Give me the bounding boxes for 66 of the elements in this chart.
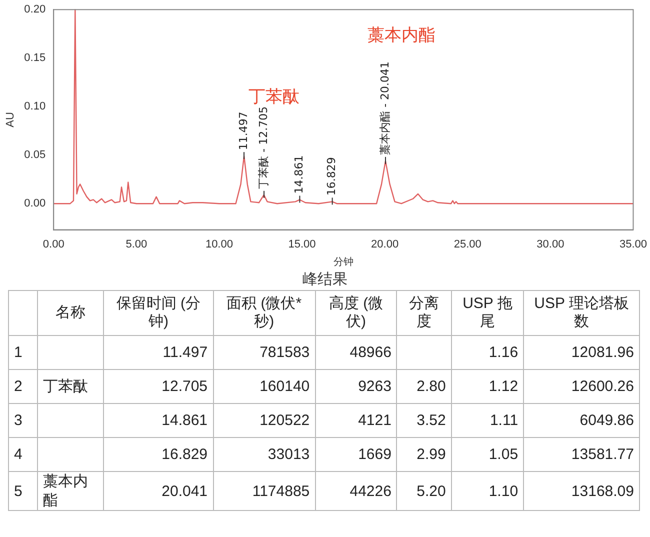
text: 藁本内酯 [38, 472, 104, 510]
text: 6049.86 [524, 404, 640, 438]
text: 781583 [213, 336, 316, 370]
text: 14.861 [104, 404, 214, 438]
text: 13168.09 [524, 472, 640, 510]
y-tick-label: 0.15 [24, 52, 46, 64]
text: 33013 [213, 438, 316, 472]
x-tick-label: 5.00 [126, 238, 148, 250]
text: 1669 [315, 438, 397, 472]
y-tick-label: 0.00 [24, 198, 46, 210]
y-tick-label: 0.20 [24, 4, 46, 16]
text: 4 [8, 438, 38, 472]
text: 高度 (微伏) [315, 290, 397, 336]
text: 1.05 [451, 438, 524, 472]
text: 3.52 [396, 404, 452, 438]
text: 9263 [315, 370, 397, 404]
text: 分离度 [396, 290, 452, 336]
text: 2.99 [396, 438, 452, 472]
text: 48966 [315, 336, 397, 370]
text: 1.12 [451, 370, 524, 404]
text: 面积 (微伏*秒) [213, 290, 316, 336]
annotation: 丁苯酞 [248, 87, 300, 108]
x-axis-title: 分钟 [333, 256, 354, 268]
x-tick-label: 10.00 [205, 238, 233, 250]
x-tick-label: 35.00 [619, 238, 647, 250]
text: 1.16 [451, 336, 524, 370]
text: 2.80 [396, 370, 452, 404]
text: 1174885 [213, 472, 316, 510]
y-axis-title: AU [4, 112, 17, 128]
annotation: 藁本内酯 - 20.041 [378, 61, 392, 155]
text: 12600.26 [524, 370, 640, 404]
text: 20.041 [104, 472, 214, 510]
x-tick-label: 20.00 [371, 238, 399, 250]
annotation: 藁本内酯 [367, 25, 436, 46]
x-tick-label: 25.00 [454, 238, 482, 250]
text: USP 理论塔板数 [524, 290, 640, 336]
y-tick-label: 0.10 [24, 100, 46, 113]
text: 名称 [38, 290, 104, 336]
text: 保留时间 (分钟) [104, 290, 214, 336]
text: 3 [8, 404, 38, 438]
text: 峰结果 [302, 270, 348, 290]
annotation: 丁苯酞 - 12.705 [256, 106, 270, 189]
text: USP 拖尾 [451, 290, 524, 336]
text: 12081.96 [524, 336, 640, 370]
text: 1.10 [451, 472, 524, 510]
text: 120522 [213, 404, 316, 438]
text: 1.11 [451, 404, 524, 438]
text: 160140 [213, 370, 316, 404]
y-tick-label: 0.05 [24, 149, 46, 162]
x-tick-label: 30.00 [536, 238, 564, 250]
text: 13581.77 [524, 438, 640, 472]
text: 5 [8, 472, 38, 510]
text: 11.497 [104, 336, 214, 370]
annotation: 11.497 [236, 112, 250, 150]
text: 44226 [315, 472, 397, 510]
text: 5.20 [396, 472, 452, 510]
annotation: 16.829 [325, 157, 338, 196]
text: 2 [8, 370, 38, 404]
x-tick-label: 15.00 [288, 238, 316, 250]
text: 1 [8, 336, 38, 370]
annotation: 14.861 [292, 155, 306, 194]
text: 4121 [315, 404, 397, 438]
text: 12.705 [104, 370, 214, 404]
text: 丁苯酞 [38, 370, 104, 404]
text: 16.829 [104, 438, 214, 472]
x-tick-label: 0.00 [42, 238, 64, 250]
